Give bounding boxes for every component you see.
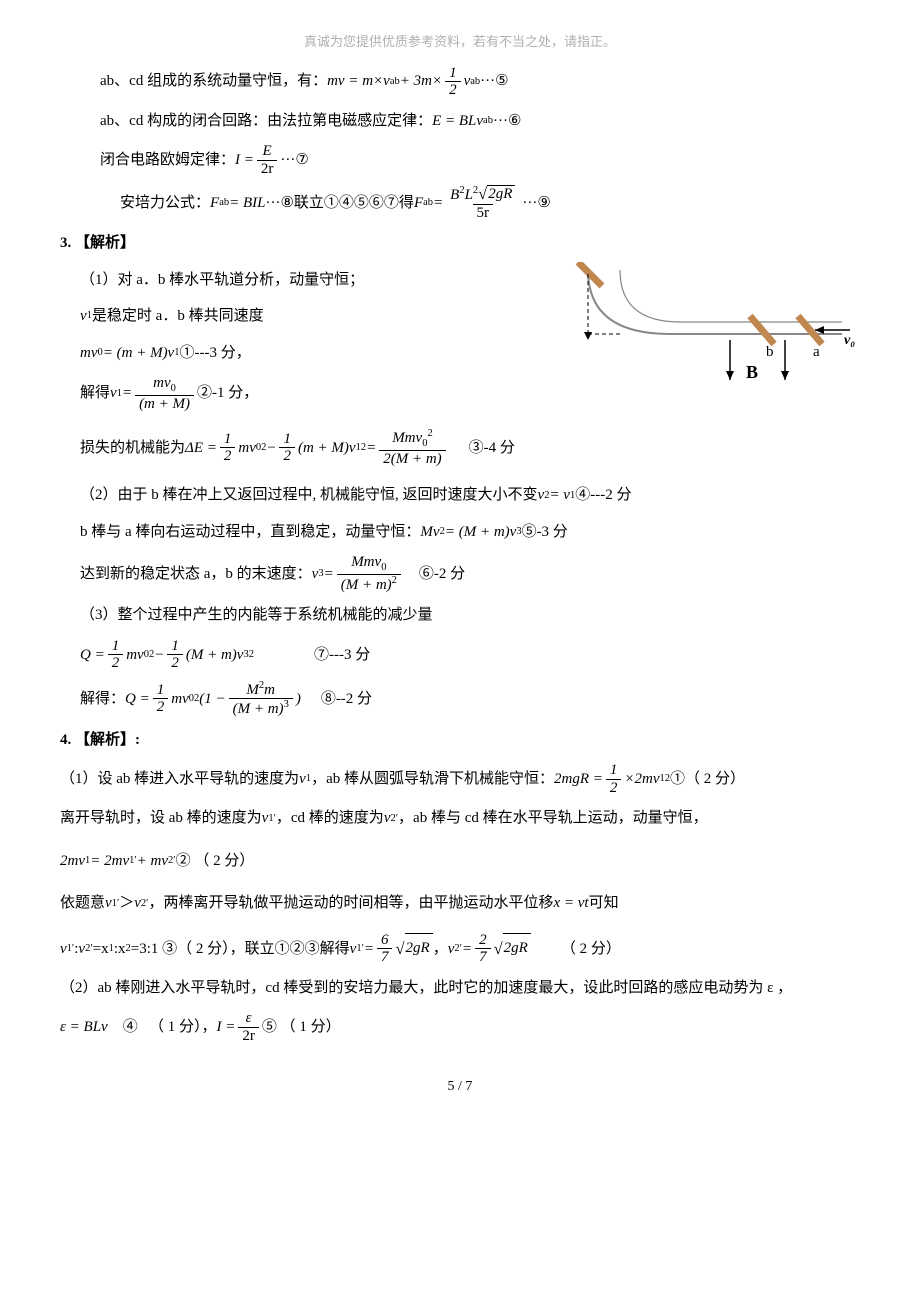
p2-line-6: ab、cd 构成的闭合回路：由法拉第电磁感应定律： E = BLvab ···⑥ (100, 107, 860, 136)
p2-line-7: 闭合电路欧姆定律： I = E2r ···⑦ (100, 143, 860, 177)
p4-l2: 离开导轨时，设 ab 棒的速度为 v1′ ，cd 棒的速度为 v2′ ，ab 棒… (60, 804, 860, 833)
svg-text:b: b (766, 344, 774, 360)
p3-s1-eq3: 损失的机械能为 ΔE = 12 mv02 − 12 (m + M)v12 = M… (80, 428, 860, 467)
p4-l3: 2mv1 = 2mv1′ + mv2′ ② （ 2 分） (60, 847, 860, 876)
page-footer: 5 / 7 (60, 1074, 860, 1101)
p4-title: 4. 【解析】: (60, 726, 860, 755)
p3-title: 3. 【解析】 (60, 229, 860, 258)
p4-l1: （1）设 ab 棒进入水平导轨的速度为 v1 ，ab 棒从圆弧导轨滑下机械能守恒… (60, 762, 860, 796)
svg-text:a: a (813, 344, 820, 360)
svg-text:v₀: v₀ (844, 333, 855, 348)
p3-diagram: B b a v₀ (550, 262, 860, 402)
p3-s3-eq2: 解得： Q = 12 mv02 (1 − M2m(M + m)3 ) ⑧--2 … (80, 680, 860, 718)
p3-s3-intro: （3）整个过程中产生的内能等于系统机械能的减少量 (80, 601, 860, 630)
p3-s2-l3: 达到新的稳定状态 a，b 的末速度： v3 = Mmv0(M + m)2 ⑥-2… (80, 554, 860, 593)
p3-s3-eq1: Q = 12 mv02 − 12 (M + m)v32 ⑦---3 分 (80, 638, 860, 672)
p4-l7: ε = BLv ④ （ 1 分）， I = ε2r ⑤ （ 1 分） (60, 1010, 860, 1044)
p4-l6: （2）ab 棒刚进入水平导轨时，cd 棒受到的安培力最大，此时它的加速度最大，设… (60, 974, 860, 1003)
p3-s1-l1: v1 是稳定时 a．b 棒共同速度 (80, 302, 540, 331)
p2-line-8-9: 安培力公式： Fab = BIL ···⑧ 联立①④⑤⑥⑦得 Fab = B2L… (120, 185, 860, 221)
p4-l4: 依题意 v1′ ＞ v2′ ，两棒离开导轨做平抛运动的时间相等，由平抛运动水平位… (60, 889, 860, 918)
p4-l5: v1′ : v2′ =x1:x2=3:1 ③（ 2 分），联立①②③解得 v1′… (60, 932, 860, 966)
page-header-note: 真诚为您提供优质参考资料，若有不当之处，请指正。 (60, 30, 860, 55)
p2-line-5: ab、cd 组成的系统动量守恒，有： mv = m×vab + 3m× 12 v… (100, 65, 860, 99)
svg-text:B: B (746, 362, 758, 382)
p3-s1-intro: （1）对 a．b 棒水平轨道分析，动量守恒； (80, 266, 540, 295)
p3-s1-eq2: 解得 v1 = mv0(m + M) ②-1 分， (80, 375, 540, 412)
p3-s1-eq1: mv0 = (m + M)v1 ①---3 分， (80, 339, 540, 368)
p3-s2-l1: （2）由于 b 棒在冲上又返回过程中, 机械能守恒, 返回时速度大小不变 v2 … (80, 481, 860, 510)
p3-s2-l2: b 棒与 a 棒向右运动过程中，直到稳定，动量守恒： Mv2 = (M + m)… (80, 518, 860, 547)
